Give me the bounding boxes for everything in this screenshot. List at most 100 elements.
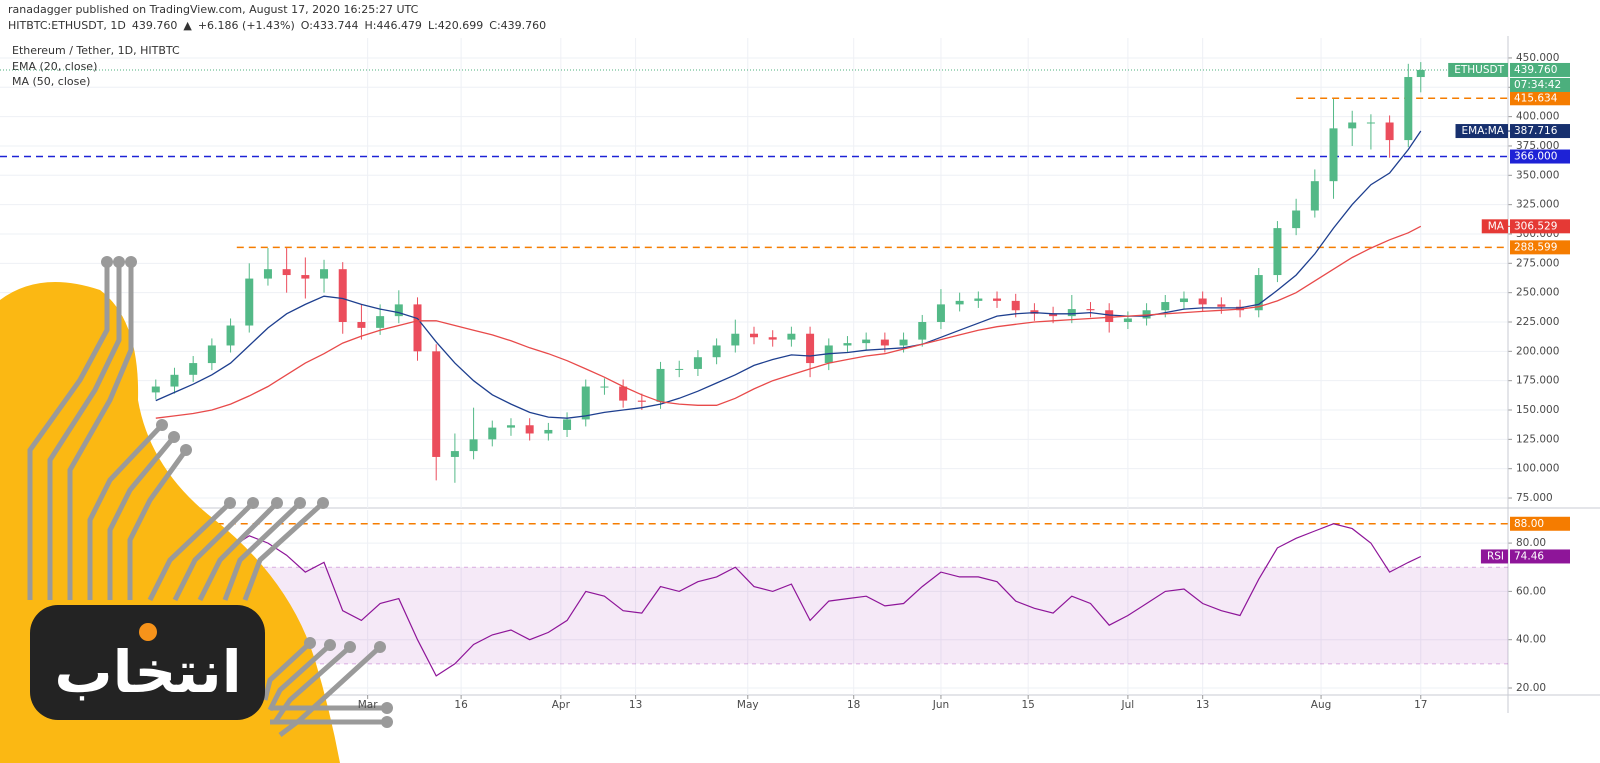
x-tick-label: Apr [552, 699, 571, 711]
candle-body [544, 429, 553, 434]
countdown: 07:34:42 [1514, 79, 1561, 91]
candle-body [151, 386, 160, 393]
candle-body [1273, 228, 1282, 276]
candle-body [862, 339, 871, 344]
indicator-tag-value: 387.716 [1514, 125, 1558, 137]
candle-body [1049, 313, 1058, 317]
x-tick-label: 15 [1021, 699, 1034, 711]
quote-item: 439.760 [132, 19, 178, 32]
candle-body [189, 363, 198, 375]
y-tick-label: 250.000 [1516, 287, 1559, 299]
quote-line: HITBTC:ETHUSDT, 1D 439.760 ▲ +6.186 (+1.43%… [8, 19, 546, 32]
candle-body [1348, 122, 1357, 129]
indicator-tag-name-bg [1481, 219, 1508, 234]
last-price-tag-name: ETHUSDT [1454, 64, 1504, 76]
candle-body [525, 425, 534, 434]
candle-body [750, 333, 758, 338]
indicator-tag-name: MA [1488, 220, 1505, 232]
x-tick-label: May [737, 699, 759, 711]
candle-body [301, 275, 310, 279]
y-tick-label: 75.000 [1516, 492, 1553, 504]
candle-body [880, 339, 889, 346]
candle-body [376, 316, 385, 328]
y-tick-label: 175.000 [1516, 375, 1559, 387]
quote-item: L:420.699 [428, 19, 483, 32]
x-tick-label: 13 [629, 699, 642, 711]
y-tick-label: 225.000 [1516, 316, 1559, 328]
candle-body [432, 351, 441, 457]
circuit-lines [27, 262, 385, 737]
rsi-tag-value: 74.46 [1514, 550, 1544, 562]
candle-body [450, 451, 459, 457]
y-tick-label: 80.00 [1516, 537, 1546, 549]
level-tag-bg [1510, 516, 1570, 531]
last-price-tag-bg [1510, 62, 1570, 77]
y-tick-label: 40.00 [1516, 634, 1546, 646]
candle-body [955, 300, 964, 305]
y-tick-label: 200.000 [1516, 345, 1559, 357]
candle-body [619, 386, 628, 401]
candle-body [1011, 300, 1020, 311]
y-tick-label: 375.000 [1516, 140, 1559, 152]
quote-item: HITBTC:ETHUSDT, 1D [8, 19, 126, 32]
level-tag-value: 366.000 [1514, 151, 1557, 163]
candle-body [563, 419, 572, 430]
y-tick-label: 350.000 [1516, 169, 1559, 181]
candle-body [320, 269, 329, 279]
candle-body [843, 343, 852, 346]
candle-body [413, 304, 422, 352]
indicator-tag-name-bg [1455, 124, 1508, 139]
indicator-tag-name: EMA:MA [1462, 125, 1505, 137]
y-tick-label: 275.000 [1516, 257, 1559, 269]
candle-body [1105, 310, 1114, 322]
candle-body [600, 386, 609, 388]
x-tick-label: Jun [932, 699, 949, 711]
quote-item: ▲ [183, 19, 192, 32]
level-tag-value: 415.634 [1514, 92, 1558, 104]
candle-body [1179, 298, 1188, 303]
axis-labels: 75.000 100.000 125.000 150.000 175.000 200.00… [358, 52, 1570, 711]
circuit-nodes [101, 256, 393, 728]
y-tick-label: 125.000 [1516, 433, 1559, 445]
indicator-tag-bg [1510, 124, 1570, 139]
logo: انتخاب [0, 256, 393, 763]
candle-body [806, 333, 815, 364]
candle-body [936, 304, 945, 322]
chart-title: Ethereum / Tether, 1D, HITBTC [12, 44, 180, 57]
candle-body [245, 278, 254, 326]
candle-body [637, 400, 646, 402]
candle-body [1067, 309, 1076, 317]
y-tick-label: 150.000 [1516, 404, 1559, 416]
level-tag-bg [1510, 240, 1570, 255]
candle-body [1161, 302, 1170, 311]
y-tick-label: 400.000 [1516, 111, 1559, 123]
countdown-bg [1510, 77, 1570, 92]
indicator-line [155, 130, 1422, 419]
candle-body [357, 321, 366, 328]
candle-body [1217, 304, 1226, 307]
grid: Ethereum / Tether, 1D, HITBTC EMA (20, cl… [0, 36, 1600, 713]
candle-body [1416, 69, 1425, 78]
publisher-line: ranadagger published on TradingView.com,… [8, 3, 419, 16]
candle-body [787, 333, 796, 340]
x-tick-label: Mar [358, 699, 378, 711]
candle-body [731, 333, 740, 346]
quote-item: C:439.760 [489, 19, 546, 32]
candle-body [263, 269, 272, 279]
candle-body [693, 357, 702, 369]
candle-body [1123, 318, 1132, 322]
level-tag-value: 88.00 [1514, 518, 1544, 530]
candle-body [712, 345, 721, 358]
indicator-tag-bg [1510, 219, 1570, 234]
rsi-tag-name-bg [1480, 549, 1508, 564]
candle-body [394, 304, 403, 317]
y-tick-label: 325.000 [1516, 199, 1559, 211]
y-tick-label: 60.00 [1516, 585, 1546, 597]
candle-body [488, 427, 497, 440]
level-tag-bg [1510, 149, 1570, 164]
candle-body [1198, 298, 1207, 305]
candle-body [282, 269, 291, 276]
legend-entry: MA (50, close) [12, 75, 90, 88]
candle-body [918, 321, 927, 340]
